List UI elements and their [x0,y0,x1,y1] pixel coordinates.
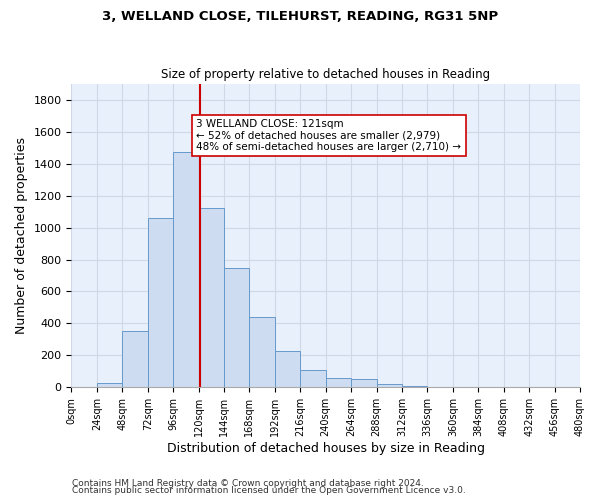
Bar [300,370,326,388]
Text: 3, WELLAND CLOSE, TILEHURST, READING, RG31 5NP: 3, WELLAND CLOSE, TILEHURST, READING, RG… [102,10,498,23]
Y-axis label: Number of detached properties: Number of detached properties [15,137,28,334]
Bar [97,382,122,388]
Text: Contains public sector information licensed under the Open Government Licence v3: Contains public sector information licen… [72,486,466,495]
Bar [402,386,427,388]
Bar [326,378,351,388]
Title: Size of property relative to detached houses in Reading: Size of property relative to detached ho… [161,68,490,81]
Bar [275,351,300,388]
X-axis label: Distribution of detached houses by size in Reading: Distribution of detached houses by size … [167,442,485,455]
Bar [377,384,402,388]
Bar [122,330,148,388]
Bar [173,152,199,388]
Bar [224,268,250,388]
Bar [199,208,224,388]
Bar [148,218,173,388]
Text: 3 WELLAND CLOSE: 121sqm
← 52% of detached houses are smaller (2,979)
48% of semi: 3 WELLAND CLOSE: 121sqm ← 52% of detache… [196,118,461,152]
Bar [250,317,275,388]
Text: Contains HM Land Registry data © Crown copyright and database right 2024.: Contains HM Land Registry data © Crown c… [72,478,424,488]
Bar [351,380,377,388]
